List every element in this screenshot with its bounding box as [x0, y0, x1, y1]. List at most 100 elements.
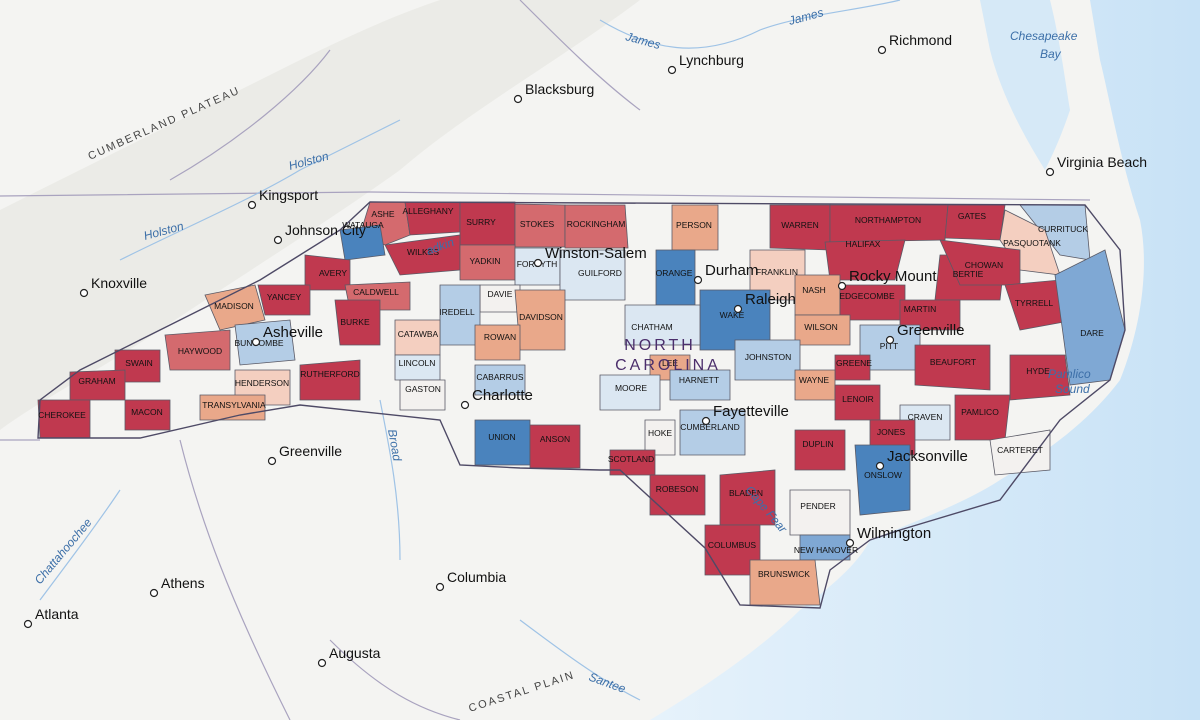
county-label: WILSON: [804, 322, 838, 332]
county-label: LENOIR: [842, 394, 874, 404]
county-label: HARNETT: [679, 375, 719, 385]
city-marker-icon: [251, 337, 261, 347]
county-beaufort[interactable]: [914, 344, 991, 391]
county-label: HALIFAX: [846, 239, 881, 249]
county-pamlico[interactable]: [954, 394, 1011, 441]
county-carteret[interactable]: [989, 429, 1051, 476]
county-label: HENDERSON: [235, 378, 289, 388]
county-anson[interactable]: [529, 424, 581, 469]
county-label: NASH: [802, 285, 826, 295]
state-name-label: CAROLINA: [615, 357, 721, 374]
county-harnett[interactable]: [669, 369, 731, 401]
county-guilford[interactable]: [559, 249, 626, 301]
county-hyde[interactable]: [1009, 354, 1071, 401]
water-label: Bay: [1040, 47, 1062, 61]
county-nash[interactable]: [794, 274, 841, 316]
county-rowan[interactable]: [474, 324, 521, 361]
county-rutherford[interactable]: [299, 359, 361, 401]
water-label: Chesapeake: [1010, 29, 1078, 43]
county-martin[interactable]: [899, 299, 961, 331]
county-northampton[interactable]: [829, 204, 949, 243]
county-label: HAYWOOD: [178, 346, 222, 356]
county-label: PITT: [880, 341, 898, 351]
city-label: Greenville: [279, 443, 342, 459]
county-moore[interactable]: [599, 374, 661, 411]
county-label: ROWAN: [484, 332, 516, 342]
county-madison[interactable]: [204, 284, 266, 331]
county-halifax[interactable]: [824, 239, 906, 281]
city-marker-icon: [267, 456, 277, 466]
state-name-label: NORTH: [624, 337, 696, 354]
city-label: Knoxville: [91, 275, 147, 291]
county-label: SCOTLAND: [608, 454, 654, 464]
county-rockingham[interactable]: [564, 204, 629, 249]
city-marker-icon: [733, 304, 743, 314]
city-label: Lynchburg: [679, 52, 744, 68]
county-chatham[interactable]: [624, 304, 701, 346]
county-robeson[interactable]: [649, 474, 706, 516]
city-marker-icon: [435, 582, 445, 592]
county-label: IREDELL: [439, 307, 475, 317]
county-label: JONES: [877, 427, 906, 437]
county-gaston[interactable]: [399, 379, 446, 411]
county-burke[interactable]: [334, 299, 381, 346]
county-cumberland[interactable]: [679, 409, 746, 456]
county-watauga[interactable]: [339, 224, 386, 261]
county-label: WILKES: [407, 247, 439, 257]
county-onslow[interactable]: [854, 444, 911, 516]
county-label: FRANKLIN: [756, 267, 798, 277]
county-label: NEW HANOVER: [794, 545, 858, 555]
city-label: Johnson City: [285, 222, 366, 238]
county-label: NORTHAMPTON: [855, 215, 921, 225]
county-label: SURRY: [466, 217, 496, 227]
city-marker-icon: [460, 400, 470, 410]
city-marker-icon: [149, 588, 159, 598]
city-marker-icon: [317, 658, 327, 668]
county-label: EDGECOMBE: [839, 291, 895, 301]
county-yancey[interactable]: [257, 284, 311, 316]
county-label: BERTIE: [953, 269, 984, 279]
county-pender[interactable]: [789, 489, 851, 536]
county-new-hanover[interactable]: [799, 534, 851, 561]
county-macon[interactable]: [124, 399, 171, 431]
county-label: DUPLIN: [802, 439, 833, 449]
county-label: LINCOLN: [399, 358, 436, 368]
county-label: WAKE: [720, 310, 745, 320]
county-union[interactable]: [474, 419, 531, 466]
county-buncombe[interactable]: [234, 319, 296, 366]
county-label: CUMBERLAND: [680, 422, 740, 432]
county-label: MADISON: [214, 301, 254, 311]
city-marker-icon: [667, 65, 677, 75]
state-borders: [0, 0, 1091, 720]
city-label: Richmond: [889, 32, 952, 48]
county-label: MARTIN: [904, 304, 936, 314]
county-cabarrus[interactable]: [474, 364, 526, 396]
county-duplin[interactable]: [794, 429, 846, 471]
county-person[interactable]: [671, 204, 719, 251]
city-marker-icon: [877, 45, 887, 55]
county-label: WAYNE: [799, 375, 830, 385]
north-carolina-counties: [37, 201, 1126, 606]
city-marker-icon: [693, 275, 703, 285]
city-marker-icon: [875, 461, 885, 471]
county-brunswick[interactable]: [749, 559, 821, 606]
county-label: COLUMBUS: [708, 540, 757, 550]
county-label: STOKES: [520, 219, 555, 229]
county-bladen[interactable]: [719, 469, 776, 526]
county-label: ORANGE: [656, 268, 693, 278]
county-label: YADKIN: [469, 256, 500, 266]
county-label: YANCEY: [267, 292, 302, 302]
county-label: ROBESON: [656, 484, 699, 494]
county-haywood[interactable]: [164, 329, 231, 371]
county-hoke[interactable]: [644, 419, 676, 456]
city-label: Athens: [161, 575, 205, 591]
chesapeake-bay: [980, 0, 1070, 170]
county-label: BRUNSWICK: [758, 569, 810, 579]
city-marker-icon: [845, 538, 855, 548]
rivers: [39, 0, 901, 701]
county-label: MACON: [131, 407, 163, 417]
county-label: PAMLICO: [961, 407, 999, 417]
county-wilson[interactable]: [794, 314, 851, 346]
city-label: Winston-Salem: [545, 245, 647, 262]
